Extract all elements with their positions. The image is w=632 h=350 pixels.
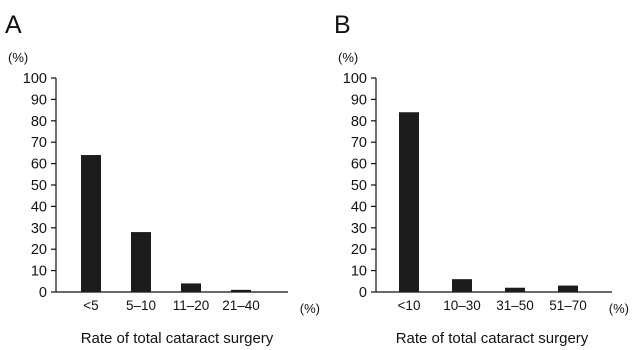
panel-a-x-tick-label: 5–10 <box>126 298 156 313</box>
panel-a-y-tick-label: 40 <box>31 199 47 215</box>
panel-b-y-unit: (%) <box>338 50 358 65</box>
panel-a-x-tick-label: 11–20 <box>173 298 210 313</box>
panel-a-bar <box>181 283 201 292</box>
panel-b-bar <box>452 279 472 292</box>
panel-a-y-tick-label: 0 <box>39 285 47 301</box>
panel-b-x-unit: (%) <box>609 301 629 316</box>
panel-a-y-axis: 0 10 20 30 40 50 60 70 80 90 100 <box>23 71 288 301</box>
panel-a-y-tick-label: 80 <box>31 114 47 130</box>
panel-b-y-tick-label: 90 <box>351 92 367 108</box>
panel-a-y-tick-label: 100 <box>23 71 47 87</box>
panel-a-x-tick-label: 21–40 <box>222 298 260 313</box>
panel-b-bars <box>399 112 578 293</box>
panel-a-y-tick-label: 10 <box>31 264 47 280</box>
panel-b-y-tick-label: 60 <box>351 157 367 173</box>
panel-b-y-tick-label: 80 <box>351 114 367 130</box>
panel-a-y-tick-label: 30 <box>31 221 47 237</box>
panel-b-bar <box>505 287 525 292</box>
panel-b-y-tick-label: 30 <box>351 221 367 237</box>
panel-b-y-tick-label: 50 <box>351 178 367 194</box>
panel-a-y-tick-label: 70 <box>31 135 47 151</box>
panel-a-bar <box>131 232 151 292</box>
panel-b-x-tick-label: 31–50 <box>496 298 534 313</box>
panel-b-y-tick-label: 40 <box>351 199 367 215</box>
panel-b-y-axis: 0 10 20 30 40 50 60 70 80 90 100 <box>343 71 612 301</box>
panel-a: A (%) (%) Rate of total cataract surgery… <box>5 11 320 347</box>
panel-a-y-tick-label: 60 <box>31 157 47 173</box>
panel-b-bar <box>399 112 419 293</box>
panel-a-bars <box>81 155 251 292</box>
panel-a-y-tick-label: 20 <box>31 242 47 258</box>
panel-a-bar <box>231 289 251 292</box>
panel-b: B (%) (%) Rate of total cataract surgery… <box>334 11 629 347</box>
panel-a-bar <box>81 155 101 292</box>
panel-a-x-axis-label: Rate of total cataract surgery <box>81 330 274 347</box>
panel-b-x-axis-label: Rate of total cataract surgery <box>396 330 589 347</box>
panel-b-label: B <box>334 11 351 39</box>
panel-b-y-tick-label: 10 <box>351 264 367 280</box>
panel-a-x-axis: <5 5–10 11–20 21–40 <box>83 298 259 313</box>
panel-b-x-tick-label: <10 <box>398 298 421 313</box>
panel-b-y-tick-label: 70 <box>351 135 367 151</box>
panel-b-x-tick-label: 51–70 <box>549 298 587 313</box>
panel-a-x-unit: (%) <box>300 301 320 316</box>
panel-b-y-tick-label: 0 <box>359 285 367 301</box>
panel-a-label: A <box>5 11 22 39</box>
panel-b-y-tick-label: 20 <box>351 242 367 258</box>
panel-b-x-axis: <10 10–30 31–50 51–70 <box>398 298 587 313</box>
panel-a-x-tick-label: <5 <box>83 298 98 313</box>
panel-a-y-tick-label: 50 <box>31 178 47 194</box>
panel-b-bar <box>558 285 578 292</box>
panel-b-y-tick-label: 100 <box>343 71 367 87</box>
panel-b-x-tick-label: 10–30 <box>443 298 481 313</box>
panel-a-y-unit: (%) <box>8 50 28 65</box>
panel-a-y-tick-label: 90 <box>31 92 47 108</box>
